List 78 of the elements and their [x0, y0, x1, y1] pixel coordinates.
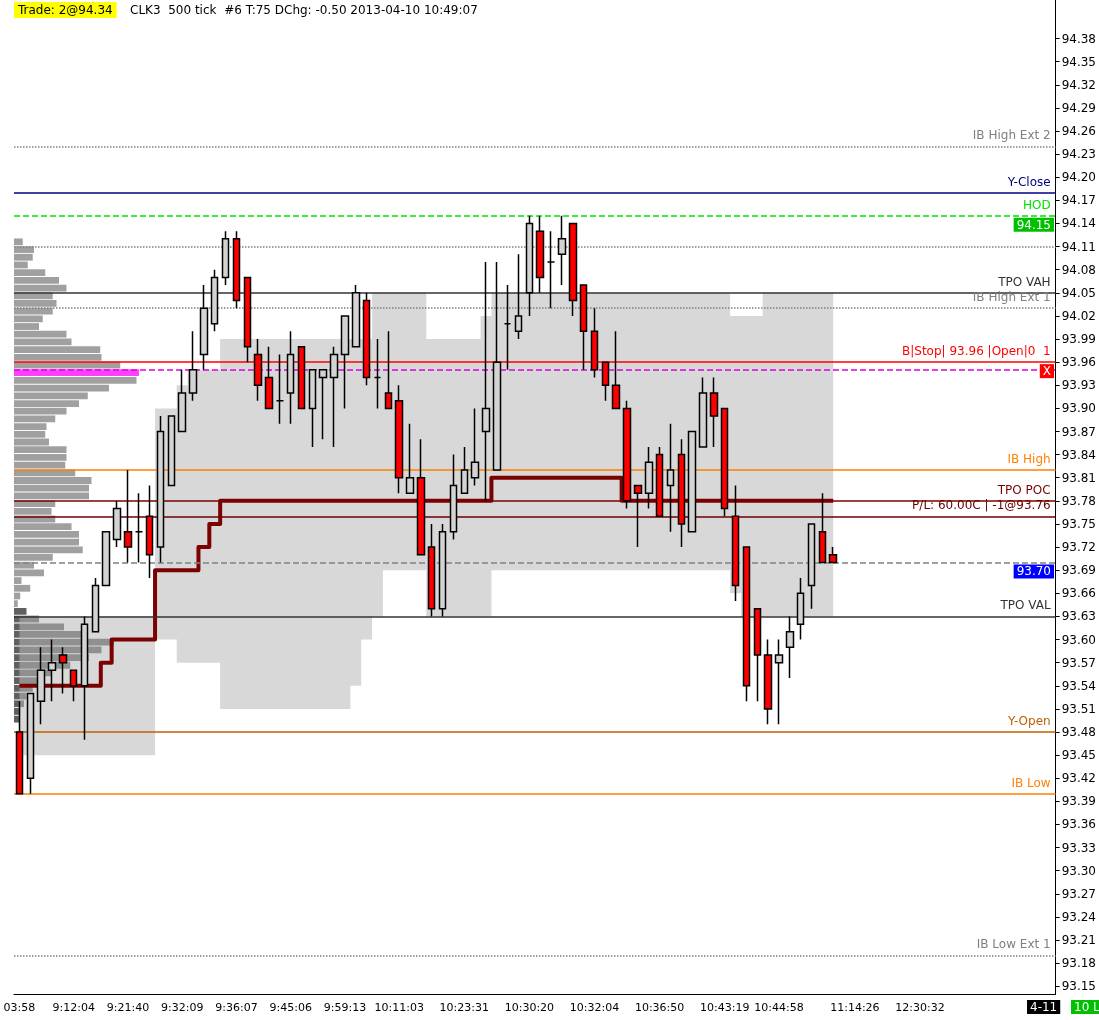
y-tick-label: 93.42 — [1061, 771, 1097, 786]
annotation: X — [1042, 364, 1052, 379]
y-tick-label: 94.11 — [1061, 239, 1097, 254]
ref-line-label: IB High — [1007, 452, 1051, 467]
y-tick-label: 93.66 — [1061, 586, 1097, 601]
y-tick-label: 94.20 — [1061, 170, 1097, 185]
x-tick-label: 10:23:31 — [439, 1001, 489, 1014]
x-tick-label: 9:12:04 — [52, 1001, 95, 1014]
x-tick-label: 11:14:26 — [830, 1001, 880, 1014]
x-tick-label: 9:36:07 — [215, 1001, 258, 1014]
y-tick-label: 93.18 — [1061, 956, 1097, 971]
y-tick-label: 93.24 — [1061, 909, 1097, 924]
ref-line-label: HOD — [1022, 197, 1051, 212]
x-tick-label: 10:11:03 — [374, 1001, 424, 1014]
y-tick-label: 93.27 — [1061, 886, 1097, 901]
x-tick-label: 03:58 — [3, 1001, 36, 1014]
ref-line-label: B|Stop| 93.96 |Open|0 1 — [902, 344, 1051, 359]
x-tick-label: 9:45:06 — [269, 1001, 312, 1014]
x-tick-label: 10:36:50 — [634, 1001, 685, 1014]
x-tick-label: 10:30:20 — [504, 1001, 555, 1014]
y-tick-label: 94.08 — [1061, 262, 1097, 277]
y-tick-label: 94.14 — [1061, 216, 1097, 231]
y-tick-label: 93.93 — [1061, 378, 1097, 393]
y-tick-label: 93.54 — [1061, 678, 1097, 693]
y-tick-label: 94.35 — [1061, 54, 1097, 69]
y-tick-label: 93.33 — [1061, 840, 1097, 855]
y-tick-label: 94.38 — [1061, 31, 1097, 46]
ref-line-label: TPO POC — [996, 482, 1051, 497]
y-tick-label: 94.26 — [1061, 123, 1097, 138]
x-tick-label: 9:32:09 — [160, 1001, 204, 1014]
y-tick-label: 93.87 — [1061, 424, 1097, 439]
y-tick-label: 93.60 — [1061, 632, 1097, 647]
y-tick-label: 93.51 — [1061, 701, 1097, 716]
x-tick-label: 10:32:04 — [569, 1001, 620, 1014]
y-tick-label: 93.45 — [1061, 748, 1097, 763]
x-tick-label: 10:43:19 — [700, 1001, 750, 1014]
y-tick-label: 93.81 — [1061, 470, 1097, 485]
y-tick-label: 93.39 — [1061, 794, 1097, 809]
ref-line-label: IB High Ext 2 — [972, 128, 1051, 143]
y-tick-label: 93.78 — [1061, 493, 1097, 508]
y-tick-label: 93.57 — [1061, 655, 1097, 670]
ref-line-label: TPO VAL — [999, 598, 1051, 613]
y-tick-label: 93.84 — [1061, 447, 1097, 462]
y-tick-label: 93.48 — [1061, 725, 1097, 740]
y-tick-label: 94.02 — [1061, 308, 1097, 323]
x-tick-label: 9:21:40 — [106, 1001, 150, 1014]
annotation: 93.70 — [1016, 564, 1052, 579]
y-tick-label: 93.99 — [1061, 332, 1097, 347]
y-tick-label: 94.17 — [1061, 193, 1097, 208]
annotation: 94.15 — [1016, 217, 1052, 232]
text: 10 L — [1074, 1000, 1099, 1014]
y-tick-label: 93.90 — [1061, 401, 1097, 416]
chart-subtitle: CLK3 500 tick #6 T:75 DChg: -0.50 2013-04-10 10:49:07 — [130, 3, 478, 17]
y-tick-label: 93.72 — [1061, 540, 1097, 555]
y-tick-label: 93.96 — [1061, 355, 1097, 370]
ref-line-label: Y-Open — [1007, 714, 1051, 729]
y-tick-label: 93.15 — [1061, 979, 1097, 994]
ref-line-label: P/L: 60.00C | -1@93.76 — [912, 498, 1051, 513]
y-tick-label: 93.21 — [1061, 933, 1097, 948]
x-tick-label: 10:44:58 — [754, 1001, 804, 1014]
ref-line-label: TPO VAH — [997, 274, 1051, 289]
ref-line-label: IB Low Ext 1 — [976, 937, 1051, 952]
x-tick-label: 9:59:13 — [323, 1001, 367, 1014]
text: 4-11 — [1030, 1000, 1058, 1014]
y-tick-label: 93.69 — [1061, 563, 1097, 578]
y-tick-label: 93.63 — [1061, 609, 1097, 624]
y-tick-label: 93.36 — [1061, 817, 1097, 832]
ref-line-label: IB High Ext 1 — [972, 290, 1051, 305]
ref-line-label: Y-Close — [1006, 174, 1051, 189]
y-tick-label: 93.30 — [1061, 863, 1097, 878]
chart-title: Trade: 2@94.34 — [17, 3, 113, 17]
y-tick-label: 94.05 — [1061, 285, 1097, 300]
y-tick-label: 93.75 — [1061, 516, 1097, 531]
y-tick-label: 94.29 — [1061, 100, 1097, 115]
y-tick-label: 94.23 — [1061, 147, 1097, 162]
x-tick-label: 12:30:32 — [895, 1001, 945, 1014]
y-tick-label: 94.32 — [1061, 77, 1097, 92]
ref-line-label: IB Low — [1011, 775, 1051, 790]
